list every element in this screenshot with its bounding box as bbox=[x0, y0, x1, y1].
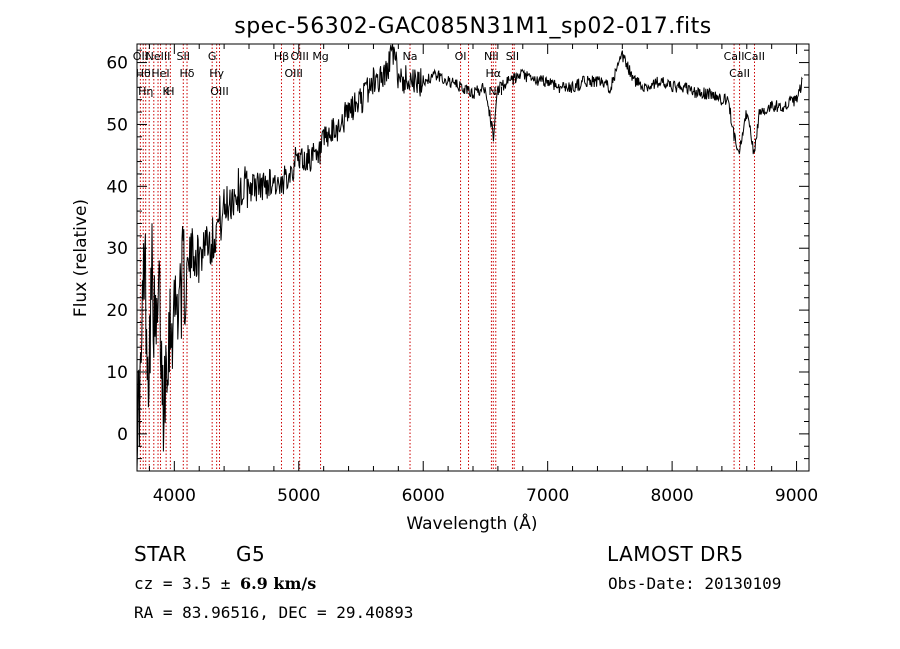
line-marker-label: Hη bbox=[138, 85, 153, 98]
y-tick-label: 20 bbox=[106, 301, 128, 321]
line-marker-label: Mg bbox=[312, 50, 328, 63]
line-marker-label: H bbox=[166, 85, 174, 98]
y-tick-label: 60 bbox=[106, 54, 128, 74]
y-tick-label: 0 bbox=[117, 425, 128, 445]
line-marker-label: OII bbox=[133, 50, 148, 63]
x-tick-label: 7000 bbox=[526, 486, 569, 506]
line-marker-label: Hα bbox=[486, 67, 502, 80]
line-marker-label: CaII bbox=[724, 50, 745, 63]
y-tick-label: 10 bbox=[106, 363, 128, 383]
line-marker-label: CaII bbox=[744, 50, 765, 63]
axis-ticks: 4000 5000 6000 7000 8000 9000 0 10 20 30 40 50 60 bbox=[106, 44, 818, 506]
line-markers bbox=[139, 44, 755, 471]
line-marker-label: Na bbox=[403, 50, 418, 63]
line-marker-label: NII bbox=[488, 85, 503, 98]
x-tick-label: 4000 bbox=[153, 486, 196, 506]
y-tick-label: 40 bbox=[106, 177, 128, 197]
redshift-error: 6.9 km/s bbox=[239, 574, 317, 593]
y-tick-label: 30 bbox=[106, 239, 128, 259]
line-marker-label: OIII bbox=[284, 67, 302, 80]
line-marker-label: HeI bbox=[151, 67, 169, 80]
line-marker-label: SII bbox=[506, 50, 519, 63]
observation-date: Obs-Date: 20130109 bbox=[608, 574, 782, 593]
line-marker-label: K bbox=[163, 85, 171, 98]
spectrum-series-line bbox=[136, 43, 803, 472]
line-marker-label: OIII bbox=[290, 50, 308, 63]
survey-release: LAMOST DR5 bbox=[607, 542, 744, 566]
x-tick-label: 8000 bbox=[650, 486, 693, 506]
redshift-text: cz = 3.5 ± bbox=[134, 574, 240, 593]
object-subclass: G5 bbox=[236, 542, 266, 566]
x-tick-label: 9000 bbox=[775, 486, 818, 506]
line-marker-label: Hβ bbox=[274, 50, 289, 63]
x-tick-label: 6000 bbox=[402, 486, 445, 506]
line-marker-label: Hθ bbox=[136, 67, 151, 80]
line-marker-label: OIII bbox=[210, 85, 228, 98]
redshift-velocity: cz = 3.5 ± 6.9 km/s bbox=[134, 574, 316, 593]
line-marker-label: CaII bbox=[729, 67, 750, 80]
y-axis-label: Flux (relative) bbox=[71, 199, 91, 317]
object-class: STAR bbox=[134, 542, 187, 566]
plot-frame bbox=[136, 43, 810, 472]
y-tick-label: 50 bbox=[106, 115, 128, 135]
x-axis-label: Wavelength (Å) bbox=[406, 512, 537, 534]
line-marker-label: OI bbox=[455, 50, 467, 63]
line-marker-label: G bbox=[208, 50, 217, 63]
line-marker-label: NeIII bbox=[146, 50, 171, 63]
line-marker-label: Hγ bbox=[209, 67, 224, 80]
chart-title: spec-56302-GAC085N31M1_sp02-017.fits bbox=[234, 14, 712, 39]
ra-dec-coordinates: RA = 83.96516, DEC = 29.40893 bbox=[134, 603, 414, 622]
line-marker-label: SII bbox=[177, 50, 190, 63]
x-tick-label: 5000 bbox=[277, 486, 320, 506]
line-marker-label: NII bbox=[484, 50, 499, 63]
line-marker-label: Hδ bbox=[180, 67, 195, 80]
